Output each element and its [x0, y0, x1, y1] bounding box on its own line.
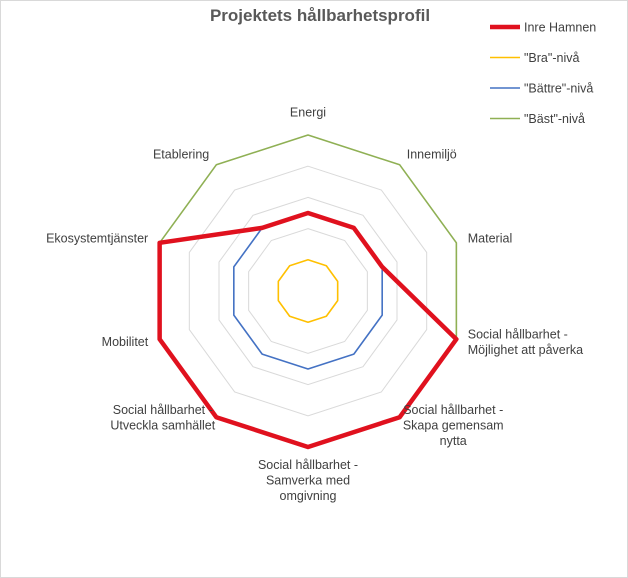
- axis-label-line: Material: [468, 231, 512, 245]
- axis-label: Mobilitet: [102, 335, 149, 349]
- legend-label-0: Inre Hamnen: [524, 21, 596, 35]
- axis-label-line: omgivning: [280, 489, 337, 503]
- axis-label: Etablering: [153, 147, 209, 161]
- axis-label-line: Mobilitet: [102, 335, 149, 349]
- chart-title: Projektets hållbarhetsprofil: [210, 6, 430, 25]
- axis-label: Ekosystemtjänster: [46, 231, 148, 245]
- axis-label-line: Social hållbarhet -: [258, 458, 358, 472]
- radar-series: [157, 134, 459, 450]
- grid-ring-4: [188, 165, 428, 417]
- axis-label-line: Social hållbarhet -: [468, 327, 568, 341]
- axis-label-line: nytta: [440, 434, 467, 448]
- axis-label-line: Innemiljö: [407, 147, 457, 161]
- legend-label-3: "Bäst"-nivå: [524, 112, 585, 126]
- legend: Inre Hamnen "Bra"-nivå "Bättre"-nivå "Bäst"…: [490, 21, 596, 126]
- grid-ring-2: [248, 228, 368, 354]
- axis-label: Energi: [290, 106, 326, 120]
- series-line-0: [157, 210, 459, 450]
- series-line-1: [277, 258, 339, 324]
- axis-label-line: Social hållbarhet -: [403, 403, 503, 417]
- axis-label: Social hållbarhet - Möjlighet att påverka: [468, 327, 583, 357]
- axis-label: Innemiljö: [407, 147, 457, 161]
- axis-label: Social hållbarhet - Skapa gemensam nytta: [403, 403, 504, 448]
- axis-label: Material: [468, 231, 512, 245]
- axis-label-line: Skapa gemensam: [403, 419, 504, 433]
- grid-ring-3: [218, 196, 398, 386]
- legend-label-1: "Bra"-nivå: [524, 51, 579, 65]
- axis-label-line: Energi: [290, 106, 326, 120]
- axis-label-line: Utveckla samhället: [110, 419, 215, 433]
- axis-labels: Energi Innemiljö Material Social hållbarhet…: [46, 106, 583, 504]
- axis-label: Social hållbarhet - Utveckla samhället: [110, 403, 215, 433]
- axis-label: Social hållbarhet - Samverka med omgivning: [258, 458, 358, 503]
- axis-label-line: Ekosystemtjänster: [46, 231, 148, 245]
- axis-label-line: Social hållbarhet -: [113, 403, 213, 417]
- legend-label-2: "Bättre"-nivå: [524, 82, 593, 96]
- axis-label-line: Samverka med: [266, 474, 350, 488]
- axis-label-line: Möjlighet att påverka: [468, 343, 583, 357]
- axis-label-line: Etablering: [153, 147, 209, 161]
